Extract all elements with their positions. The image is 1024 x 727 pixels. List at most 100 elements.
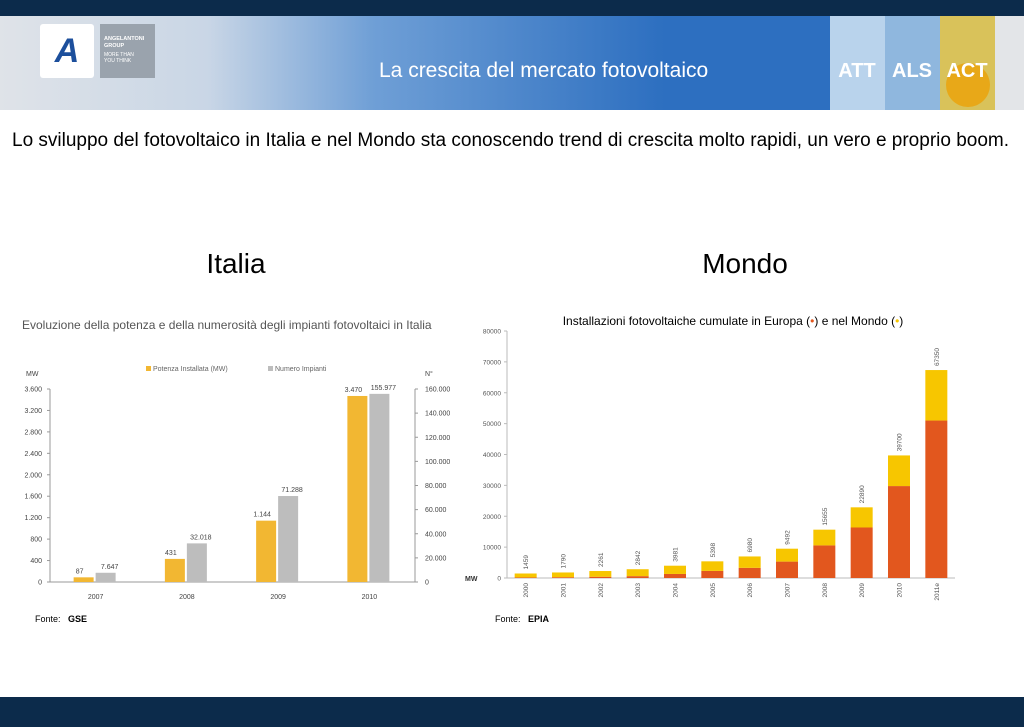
value-label: 3.470	[345, 387, 363, 394]
top-bar	[0, 0, 1024, 16]
y-tick-label: 60000	[483, 390, 501, 397]
logo-box	[100, 24, 155, 78]
y2-tick-label: 140.000	[425, 411, 450, 418]
section-title: Italia	[206, 248, 266, 279]
y-tick-label: 2.000	[24, 472, 42, 479]
y-tick-label: 80000	[483, 329, 501, 336]
y-tick-label: 800	[30, 537, 42, 544]
total-label: 5398	[710, 542, 717, 557]
x-tick-label: 2011e	[934, 583, 941, 601]
bar-segment	[664, 565, 686, 574]
y-tick-label: 1.600	[24, 494, 42, 501]
y-tick-label: 50000	[483, 421, 501, 428]
bar-segment	[850, 527, 873, 578]
title-part: •	[810, 314, 814, 328]
sunflower	[946, 63, 990, 107]
source-prefix: Fonte:	[495, 614, 521, 624]
total-label: 2261	[598, 552, 605, 567]
value-label: 32.018	[190, 534, 212, 541]
chart-title: Installazioni fotovoltaiche cumulate in …	[563, 314, 904, 328]
x-tick-label: 2009	[270, 594, 286, 601]
x-tick-label: 2007	[785, 583, 792, 598]
legend-label: Numero Impianti	[275, 366, 327, 373]
y2-tick-label: 80.000	[425, 483, 447, 490]
y-tick-label: 3.200	[24, 408, 42, 415]
bar	[73, 577, 94, 582]
total-label: 6980	[747, 538, 754, 553]
y-tick-label: 0	[497, 576, 501, 583]
y2-tick-label: 0	[425, 580, 429, 587]
y-tick-label: 10000	[483, 545, 501, 552]
brand-tile	[885, 16, 940, 110]
title-part: •	[895, 314, 899, 328]
x-tick-label: 2003	[635, 583, 642, 598]
total-label: 39700	[897, 433, 904, 451]
bar-segment	[626, 576, 649, 578]
brand-tile	[830, 16, 885, 110]
bar	[278, 496, 299, 582]
y2-tick-label: 120.000	[425, 435, 450, 442]
legend-label: Potenza Installata (MW)	[153, 366, 228, 373]
y-tick-label: 30000	[483, 483, 501, 490]
y2-tick-label: 160.000	[425, 387, 450, 394]
total-label: 1459	[523, 555, 530, 570]
logo-glyph: A	[54, 32, 80, 70]
bar-segment	[888, 455, 910, 487]
bar-segment	[552, 577, 574, 578]
title-part: Installazioni fotovoltaiche cumulate in …	[563, 314, 810, 328]
bar-segment	[888, 486, 910, 578]
bar-segment	[813, 545, 836, 578]
intro-text: Lo sviluppo del fotovoltaico in Italia e…	[12, 130, 1010, 151]
value-label: 87	[76, 568, 84, 575]
bar-segment	[664, 573, 686, 578]
bar-segment	[552, 572, 574, 578]
bar-segment	[514, 573, 537, 578]
total-label: 9492	[785, 530, 792, 545]
y-tick-label: 20000	[483, 514, 501, 521]
brand: ATT	[838, 60, 875, 82]
source-prefix: Fonte:	[35, 614, 61, 624]
y2-tick-label: 40.000	[425, 531, 447, 538]
y2-tick-label: 100.000	[425, 459, 450, 466]
bar-segment	[925, 370, 948, 421]
bar-segment	[925, 420, 948, 578]
x-tick-label: 2006	[747, 583, 754, 598]
bar-segment	[514, 577, 537, 578]
axis-label: MW	[26, 371, 39, 378]
bar-segment	[776, 561, 798, 578]
y-tick-label: 3.600	[24, 387, 42, 394]
source: GSE	[68, 614, 87, 624]
x-tick-label: 2001	[561, 583, 568, 598]
x-tick-label: 2000	[523, 583, 530, 598]
x-tick-label: 2010	[362, 594, 378, 601]
logo-text: MORE THAN	[104, 52, 134, 58]
total-label: 1790	[561, 554, 568, 569]
bar-segment	[738, 556, 761, 568]
bar-segment	[738, 567, 761, 578]
brand: ACT	[946, 60, 987, 82]
x-tick-label: 2005	[710, 583, 717, 598]
bar-segment	[850, 507, 873, 528]
bar-segment	[626, 569, 649, 577]
logo-text: YOU THINK	[104, 58, 132, 64]
total-label: 22890	[859, 485, 866, 503]
value-label: 71.288	[281, 487, 303, 494]
x-tick-label: 2008	[822, 583, 829, 598]
brand: ALS	[892, 60, 932, 82]
x-tick-label: 2010	[897, 583, 904, 598]
bar	[256, 520, 277, 582]
x-tick-label: 2009	[859, 583, 866, 598]
logo-text: ANGELANTONI	[104, 36, 145, 42]
y2-tick-label: 20.000	[425, 555, 447, 562]
bar-segment	[701, 561, 724, 571]
x-tick-label: 2002	[598, 583, 605, 598]
bar-segment	[701, 570, 724, 578]
x-tick-label: 2004	[673, 583, 680, 598]
legend-swatch	[268, 366, 273, 371]
axis-label: MW	[465, 576, 478, 583]
y-tick-label: 2.800	[24, 429, 42, 436]
logo-mark	[40, 24, 94, 78]
y-tick-label: 40000	[483, 452, 501, 459]
